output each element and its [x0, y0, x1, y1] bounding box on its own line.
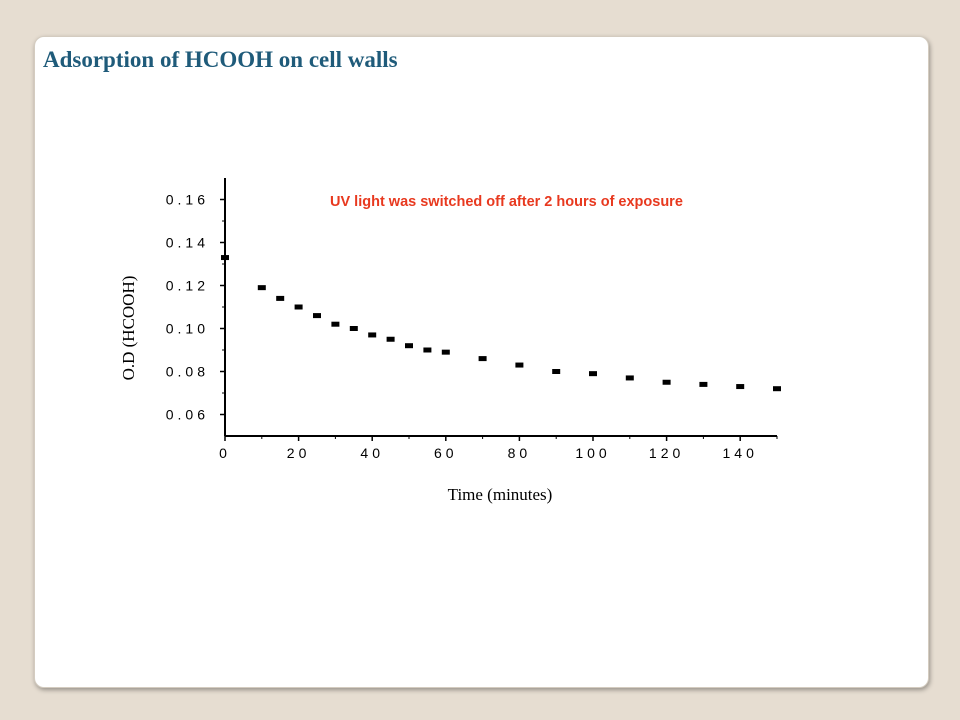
chart-data-points: [221, 255, 781, 392]
x-tick-label: 80: [508, 445, 532, 461]
x-tick-label: 100: [575, 445, 610, 461]
x-tick-label: 40: [360, 445, 384, 461]
y-tick-label: 0.10: [166, 321, 209, 337]
x-axis-title: Time (minutes): [448, 485, 553, 504]
data-point: [313, 313, 321, 319]
x-tick-label: 140: [723, 445, 758, 461]
data-point: [478, 356, 487, 362]
chart-axes: [224, 178, 777, 437]
chart-ticks: 0.06 0.08 0.10 0.12 0.14 0.16 0 20 40 60 80 100 120 1…: [166, 192, 778, 461]
data-point: [349, 326, 358, 331]
data-point: [257, 285, 266, 291]
data-point: [441, 349, 450, 355]
y-tick-label: 0.08: [166, 364, 209, 380]
data-point: [736, 384, 745, 390]
x-tick-label: 60: [434, 445, 458, 461]
data-point: [552, 369, 561, 374]
data-point: [386, 336, 395, 342]
data-point: [423, 347, 432, 353]
data-point: [276, 295, 285, 301]
data-point: [294, 304, 303, 310]
slide-panel: Adsorption of HCOOH on cell walls: [34, 36, 929, 688]
data-point: [589, 371, 597, 377]
y-tick-label: 0.14: [166, 235, 209, 251]
x-tick-label: 20: [287, 445, 311, 461]
x-tick-label: 120: [649, 445, 684, 461]
y-tick-label: 0.06: [166, 407, 209, 423]
data-point: [331, 321, 340, 327]
data-point: [625, 375, 634, 381]
data-point: [368, 332, 377, 338]
data-point: [699, 381, 708, 387]
data-point: [662, 379, 671, 385]
x-tick-label: 0: [219, 445, 231, 461]
y-axis-title: O.D (HCOOH): [119, 276, 138, 381]
y-tick-label: 0.12: [166, 278, 209, 294]
data-point: [515, 362, 524, 368]
y-tick-label: 0.16: [166, 192, 209, 208]
chart-annotation: UV light was switched off after 2 hours …: [330, 194, 683, 210]
data-point: [221, 255, 229, 261]
slide-title: Adsorption of HCOOH on cell walls: [43, 47, 398, 72]
data-point: [405, 343, 413, 349]
data-point: [773, 386, 781, 392]
